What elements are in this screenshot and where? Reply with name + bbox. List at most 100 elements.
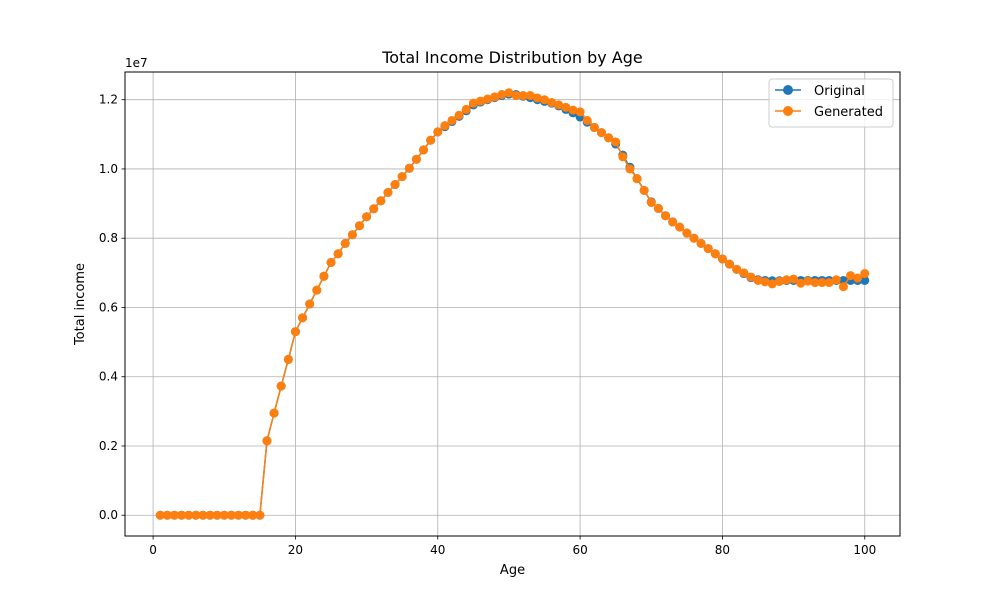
data-point-generated bbox=[468, 98, 478, 108]
x-tick-label: 40 bbox=[430, 543, 445, 557]
data-point-generated bbox=[817, 278, 827, 288]
data-point-generated bbox=[262, 436, 272, 446]
data-point-generated bbox=[483, 94, 493, 104]
data-point-generated bbox=[554, 100, 564, 110]
data-point-generated bbox=[518, 91, 528, 101]
data-point-generated bbox=[347, 230, 357, 240]
data-point-generated bbox=[283, 354, 293, 364]
data-point-generated bbox=[582, 115, 592, 125]
legend-marker-original bbox=[783, 85, 793, 95]
data-point-generated bbox=[184, 510, 194, 520]
data-point-generated bbox=[632, 174, 642, 184]
data-point-generated bbox=[853, 273, 863, 283]
y-tick-label: 0.2 bbox=[99, 439, 118, 453]
data-point-generated bbox=[661, 211, 671, 221]
y-axis-label: Total income bbox=[73, 263, 88, 346]
x-tick-label: 0 bbox=[149, 543, 157, 557]
data-point-generated bbox=[419, 145, 429, 155]
data-point-generated bbox=[596, 128, 606, 138]
data-point-generated bbox=[440, 121, 450, 131]
data-point-generated bbox=[426, 135, 436, 145]
data-point-generated bbox=[532, 93, 542, 103]
legend-label-generated: Generated bbox=[814, 105, 883, 120]
data-point-generated bbox=[625, 164, 635, 174]
data-point-generated bbox=[796, 278, 806, 288]
series-layer bbox=[155, 88, 870, 520]
data-point-generated bbox=[269, 408, 279, 418]
data-point-generated bbox=[525, 91, 535, 101]
data-point-generated bbox=[319, 271, 329, 281]
data-point-generated bbox=[298, 313, 308, 323]
data-point-generated bbox=[589, 122, 599, 132]
data-point-generated bbox=[739, 268, 749, 278]
data-point-generated bbox=[219, 510, 229, 520]
data-point-generated bbox=[575, 107, 585, 117]
data-point-original bbox=[860, 275, 870, 285]
legend-box bbox=[768, 78, 894, 128]
data-point-generated bbox=[155, 510, 165, 520]
data-point-generated bbox=[511, 91, 521, 101]
data-point-generated bbox=[604, 133, 614, 143]
y-tick-label: 0.8 bbox=[99, 231, 118, 245]
data-point-generated bbox=[639, 185, 649, 195]
data-point-generated bbox=[767, 279, 777, 289]
x-tick-label: 20 bbox=[288, 543, 303, 557]
data-point-generated bbox=[653, 203, 663, 213]
data-point-generated bbox=[397, 172, 407, 182]
data-point-generated bbox=[433, 127, 443, 137]
x-axis: 0 20 40 60 80 100 bbox=[149, 536, 876, 557]
data-point-generated bbox=[618, 152, 628, 162]
plot-area-frame bbox=[124, 71, 901, 537]
series-generated bbox=[155, 88, 870, 520]
data-point-generated bbox=[255, 510, 265, 520]
data-point-generated bbox=[212, 510, 222, 520]
grid-lines bbox=[125, 72, 900, 536]
data-point-generated bbox=[198, 510, 208, 520]
data-point-generated bbox=[789, 274, 799, 284]
data-point-generated bbox=[838, 282, 848, 292]
data-point-generated bbox=[312, 285, 322, 295]
legend: Original Generated bbox=[768, 78, 894, 128]
data-point-generated bbox=[169, 510, 179, 520]
y-tick-label: 0.4 bbox=[99, 370, 118, 384]
data-point-generated bbox=[753, 275, 763, 285]
data-point-generated bbox=[860, 269, 870, 279]
y-tick-label: 0.0 bbox=[99, 508, 118, 522]
data-point-generated bbox=[824, 278, 834, 288]
data-point-generated bbox=[305, 299, 315, 309]
data-point-generated bbox=[540, 95, 550, 105]
y-axis: 0.0 0.2 0.4 0.6 0.8 1.0 1.2 bbox=[99, 93, 125, 522]
data-point-generated bbox=[226, 510, 236, 520]
data-point-generated bbox=[504, 88, 514, 98]
data-point-generated bbox=[846, 271, 856, 281]
data-point-generated bbox=[490, 92, 500, 102]
x-tick-label: 100 bbox=[853, 543, 876, 557]
legend-marker-generated bbox=[783, 106, 793, 116]
data-point-generated bbox=[803, 276, 813, 286]
data-point-generated bbox=[611, 137, 621, 147]
data-point-generated bbox=[376, 196, 386, 206]
data-point-generated bbox=[810, 278, 820, 288]
data-point-generated bbox=[461, 104, 471, 114]
data-point-generated bbox=[682, 228, 692, 238]
data-point-generated bbox=[447, 115, 457, 125]
data-point-generated bbox=[561, 102, 571, 112]
data-point-generated bbox=[703, 244, 713, 254]
data-point-generated bbox=[497, 90, 507, 100]
data-point-generated bbox=[362, 212, 372, 222]
data-point-generated bbox=[177, 510, 187, 520]
data-point-generated bbox=[326, 257, 336, 267]
data-point-generated bbox=[404, 163, 414, 173]
data-point-generated bbox=[646, 198, 656, 208]
data-point-generated bbox=[162, 510, 172, 520]
y-tick-label: 0.6 bbox=[99, 300, 118, 314]
data-point-generated bbox=[675, 222, 685, 232]
y-tick-label: 1.2 bbox=[99, 93, 118, 107]
data-point-generated bbox=[696, 238, 706, 248]
data-point-generated bbox=[732, 264, 742, 274]
data-point-generated bbox=[454, 110, 464, 120]
x-tick-label: 60 bbox=[572, 543, 587, 557]
data-point-generated bbox=[568, 105, 578, 115]
